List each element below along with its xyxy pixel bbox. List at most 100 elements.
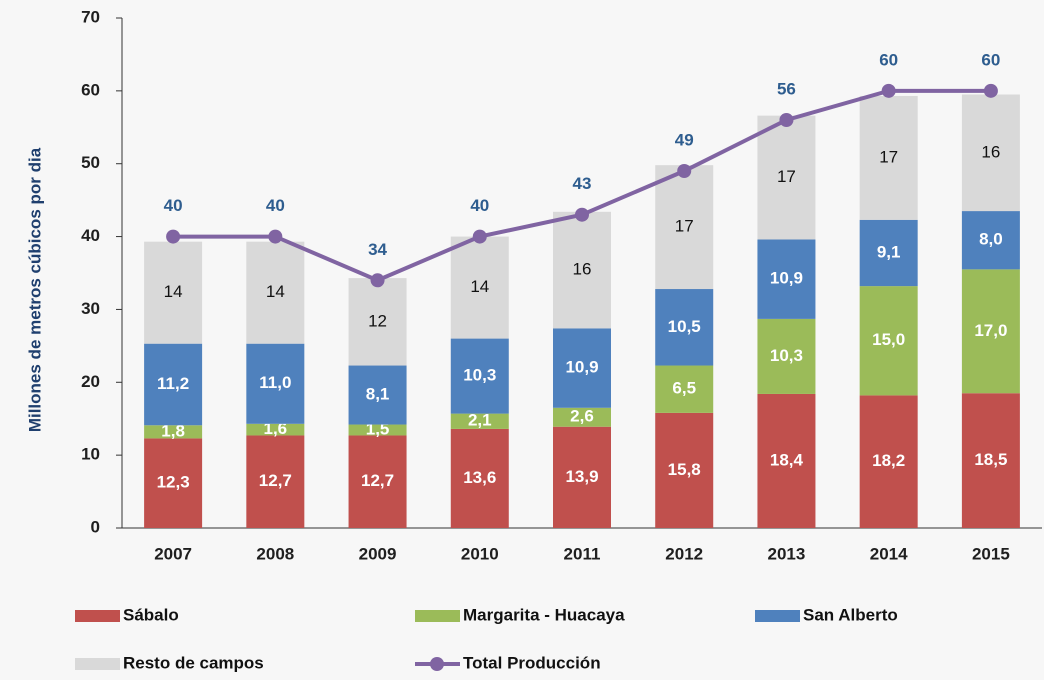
bar-segment xyxy=(348,278,407,366)
total-label: 49 xyxy=(675,130,694,149)
data-label: 14 xyxy=(470,277,489,296)
data-label: 17,0 xyxy=(974,321,1007,340)
data-label: 8,1 xyxy=(366,385,390,404)
bar-segment xyxy=(961,211,1020,270)
bar-segment xyxy=(757,115,816,240)
data-label: 15,0 xyxy=(872,330,905,349)
bar-segment xyxy=(450,413,509,429)
y-tick-label: 60 xyxy=(81,80,100,99)
total-marker xyxy=(370,273,385,288)
bar-segment xyxy=(961,94,1020,212)
total-marker xyxy=(779,113,794,127)
data-label: 11,2 xyxy=(157,374,189,393)
x-tick-label: 2007 xyxy=(154,544,192,563)
bar-segment xyxy=(655,412,714,528)
data-label: 10,3 xyxy=(463,366,496,385)
data-label: 1,6 xyxy=(264,419,288,438)
data-label: 12,7 xyxy=(259,471,292,490)
data-label: 1,8 xyxy=(161,421,185,440)
legend-swatch xyxy=(755,610,800,622)
bar-segment xyxy=(553,211,611,329)
bar-segment xyxy=(757,318,816,394)
data-label: 17 xyxy=(675,217,694,236)
data-label: 14 xyxy=(266,282,285,301)
bar-segment xyxy=(553,328,611,408)
x-tick-label: 2011 xyxy=(564,544,601,563)
legend-label: Sábalo xyxy=(123,605,179,624)
data-label: 16 xyxy=(981,142,1000,161)
total-marker xyxy=(472,229,487,244)
total-label: 40 xyxy=(266,196,285,215)
data-label: 10,5 xyxy=(668,317,701,336)
data-label: 11,0 xyxy=(259,373,291,392)
legend-swatch xyxy=(415,610,460,622)
legend-label: Margarita - Huacaya xyxy=(463,605,625,624)
total-label: 60 xyxy=(879,50,898,69)
legend-label: San Alberto xyxy=(803,605,898,624)
data-label: 18,5 xyxy=(974,450,1007,469)
total-label: 60 xyxy=(981,50,1000,69)
legend-label: Resto de campos xyxy=(123,653,264,672)
bar-segment xyxy=(859,395,918,528)
total-marker xyxy=(166,229,181,244)
data-label: 6,5 xyxy=(672,379,696,398)
bar-segment xyxy=(655,165,714,290)
bar-segment xyxy=(450,338,509,414)
total-marker xyxy=(575,207,589,222)
bar-segment xyxy=(655,365,714,413)
total-marker xyxy=(677,164,692,178)
legend-marker xyxy=(430,657,444,671)
x-tick-label: 2009 xyxy=(359,544,397,563)
total-label: 40 xyxy=(470,196,489,215)
bar-segment xyxy=(246,343,305,424)
bar-segment xyxy=(246,435,305,528)
data-label: 16 xyxy=(573,260,592,279)
y-tick-label: 0 xyxy=(91,517,100,536)
data-label: 10,3 xyxy=(770,346,803,365)
data-label: 12,7 xyxy=(361,471,394,490)
bar-segment xyxy=(553,407,611,427)
y-tick-label: 50 xyxy=(81,153,100,172)
bar-segment xyxy=(246,423,305,436)
data-label: 2,6 xyxy=(570,407,594,426)
bar-segment xyxy=(144,343,203,426)
y-axis-title: Millones de metros cúbicos por dia xyxy=(25,147,44,432)
data-label: 2,1 xyxy=(468,411,492,430)
data-label: 14 xyxy=(164,282,183,301)
y-tick-label: 10 xyxy=(81,445,100,464)
bar-segment xyxy=(348,365,407,425)
total-marker xyxy=(268,229,283,244)
bar-segment xyxy=(144,438,203,528)
data-label: 10,9 xyxy=(565,358,598,377)
legend-label: Total Producción xyxy=(463,653,601,672)
bar-segment xyxy=(246,241,305,344)
data-label: 12,3 xyxy=(157,473,190,492)
data-label: 17 xyxy=(777,167,796,186)
data-label: 18,4 xyxy=(770,450,804,469)
y-tick-label: 70 xyxy=(81,7,100,26)
y-tick-label: 40 xyxy=(81,226,100,245)
data-label: 13,6 xyxy=(463,468,496,487)
data-label: 8,0 xyxy=(979,230,1003,249)
data-label: 9,1 xyxy=(877,242,901,261)
data-label: 15,8 xyxy=(668,460,701,479)
data-label: 18,2 xyxy=(872,451,905,470)
total-marker xyxy=(983,83,998,98)
data-label: 12 xyxy=(368,311,387,330)
total-label: 56 xyxy=(777,79,796,98)
bar-segment xyxy=(655,289,714,366)
x-tick-label: 2010 xyxy=(461,544,499,563)
x-tick-label: 2012 xyxy=(665,544,703,563)
total-label: 34 xyxy=(368,240,387,259)
total-label: 40 xyxy=(164,196,183,215)
bar-segment xyxy=(144,425,203,439)
bar-segment xyxy=(961,269,1020,394)
y-tick-label: 20 xyxy=(81,372,100,391)
bar-segment xyxy=(348,435,407,528)
legend-swatch xyxy=(75,610,120,622)
bar-segment xyxy=(859,219,918,287)
x-tick-label: 2013 xyxy=(768,544,806,563)
bar-segment xyxy=(859,95,918,220)
bar-segment xyxy=(553,426,611,528)
bar-segment xyxy=(144,241,203,344)
